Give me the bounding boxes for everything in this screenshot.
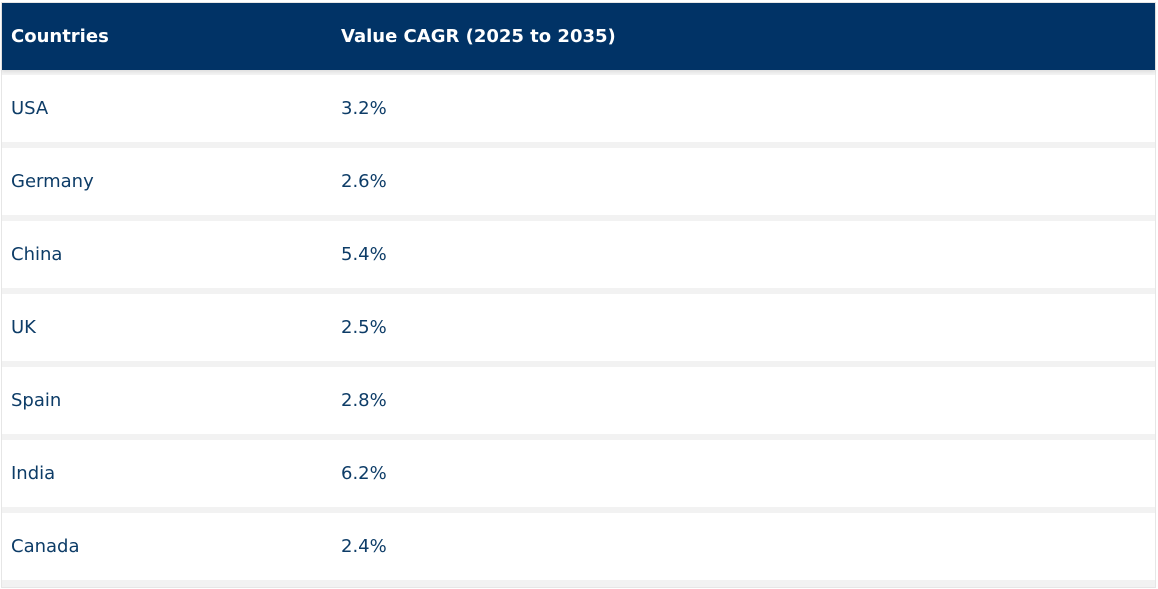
cagr-cell: 5.4% (341, 244, 387, 265)
cagr-cell: 2.6% (341, 171, 387, 192)
table-body: USA 3.2% Germany 2.6% China 5.4% UK 2.5%… (2, 75, 1155, 586)
table-row: India 6.2% (2, 440, 1155, 507)
country-cell: Germany (11, 171, 94, 192)
table-row: China 5.4% (2, 221, 1155, 288)
table-row: Germany 2.6% (2, 148, 1155, 215)
table-row: USA 3.2% (2, 75, 1155, 142)
cagr-cell: 2.5% (341, 317, 387, 338)
cagr-cell: 3.2% (341, 98, 387, 119)
table-row: Spain 2.8% (2, 367, 1155, 434)
table-row: Canada 2.4% (2, 513, 1155, 580)
table-header: Countries Value CAGR (2025 to 2035) (2, 3, 1155, 70)
country-cell: UK (11, 317, 36, 338)
country-cell: USA (11, 98, 49, 119)
cagr-cell: 6.2% (341, 463, 387, 484)
country-cell: China (11, 244, 63, 265)
cagr-cell: 2.8% (341, 390, 387, 411)
country-cell: Spain (11, 390, 62, 411)
table-row: UK 2.5% (2, 294, 1155, 361)
header-countries: Countries (11, 26, 109, 47)
header-value-cagr: Value CAGR (2025 to 2035) (341, 26, 616, 47)
country-cell: Canada (11, 536, 80, 557)
cagr-cell: 2.4% (341, 536, 387, 557)
country-cell: India (11, 463, 56, 484)
